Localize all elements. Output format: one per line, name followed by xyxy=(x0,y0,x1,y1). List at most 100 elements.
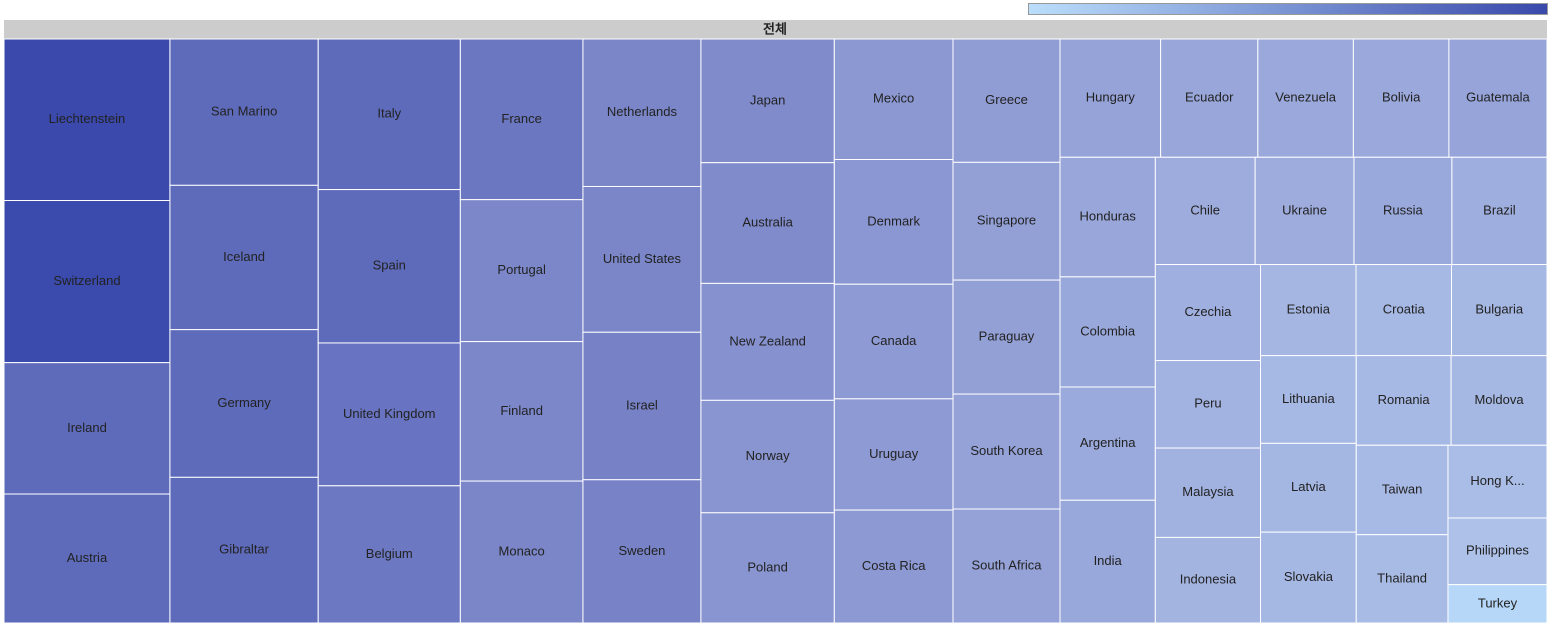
treemap-cell[interactable] xyxy=(169,476,319,624)
cell-label: India xyxy=(1094,553,1123,568)
cell-label: Singapore xyxy=(977,213,1036,228)
treemap-cell[interactable] xyxy=(1260,355,1357,444)
cell-label: Hong K... xyxy=(1470,473,1524,488)
cell-label: Slovakia xyxy=(1284,569,1334,584)
treemap-cell[interactable] xyxy=(1352,38,1450,158)
cell-label: Turkey xyxy=(1478,595,1518,610)
cell-label: Philippines xyxy=(1466,543,1529,558)
cell-label: Uruguay xyxy=(869,446,919,461)
cell-label: Portugal xyxy=(497,262,546,277)
cell-label: Gibraltar xyxy=(219,542,270,557)
cell-label: Lithuania xyxy=(1282,391,1336,406)
treemap-cell[interactable] xyxy=(1160,38,1259,158)
treemap-cell[interactable] xyxy=(952,161,1061,281)
color-scale xyxy=(1028,3,1548,15)
treemap-cell[interactable] xyxy=(3,493,171,624)
cell-label: Estonia xyxy=(1287,302,1331,317)
cell-label: Israel xyxy=(626,397,658,412)
cell-label: Malaysia xyxy=(1182,484,1234,499)
cell-label: Belgium xyxy=(366,546,413,561)
cell-label: Latvia xyxy=(1291,479,1326,494)
treemap-cell[interactable] xyxy=(1154,536,1262,624)
treemap-cell[interactable] xyxy=(833,159,954,285)
cell-label: San Marino xyxy=(211,104,277,119)
cell-label: Germany xyxy=(217,395,271,410)
treemap-cell[interactable] xyxy=(1059,38,1162,158)
treemap-cell[interactable] xyxy=(582,185,702,333)
cell-label: Indonesia xyxy=(1180,572,1237,587)
treemap-cell[interactable] xyxy=(833,509,954,624)
treemap-cell[interactable] xyxy=(317,342,461,487)
cell-label: Czechia xyxy=(1184,304,1232,319)
cell-label: Bulgaria xyxy=(1475,302,1523,317)
treemap-cell[interactable] xyxy=(169,38,319,186)
treemap-cell[interactable] xyxy=(700,38,835,164)
cell-label: Croatia xyxy=(1383,302,1426,317)
treemap-cell[interactable] xyxy=(1355,355,1452,446)
cell-label: Canada xyxy=(871,333,917,348)
treemap-cell[interactable] xyxy=(1448,38,1548,158)
cell-label: Mexico xyxy=(873,91,914,106)
treemap-cell[interactable] xyxy=(582,331,702,481)
treemap-cell[interactable] xyxy=(1260,531,1357,624)
treemap-cell[interactable] xyxy=(459,341,584,482)
cell-label: Brazil xyxy=(1483,202,1516,217)
cell-label: Venezuela xyxy=(1275,90,1336,105)
treemap-cell[interactable] xyxy=(169,184,319,331)
treemap-cell[interactable] xyxy=(1260,264,1357,357)
treemap-cell[interactable] xyxy=(317,38,461,191)
treemap-cell[interactable] xyxy=(1447,517,1548,586)
treemap-cell[interactable] xyxy=(700,399,835,514)
cell-label: Chile xyxy=(1190,202,1220,217)
cell-label: Denmark xyxy=(867,213,920,228)
treemap-cell[interactable] xyxy=(700,162,835,284)
cell-label: Costa Rica xyxy=(862,558,926,573)
treemap-cell[interactable] xyxy=(952,279,1061,395)
treemap-cell[interactable] xyxy=(1059,499,1156,624)
treemap-cell[interactable] xyxy=(952,38,1061,163)
treemap-cell[interactable] xyxy=(1154,360,1262,449)
treemap-cell[interactable] xyxy=(1355,534,1449,624)
cell-label: Finland xyxy=(500,403,543,418)
cell-label: South Korea xyxy=(970,443,1043,458)
header-bar[interactable] xyxy=(4,20,1547,39)
treemap-cell[interactable] xyxy=(317,485,461,624)
treemap-cell[interactable] xyxy=(833,283,954,400)
cell-label: Taiwan xyxy=(1382,481,1422,496)
cell-label: Thailand xyxy=(1377,570,1427,585)
treemap-cell[interactable] xyxy=(1447,584,1548,624)
cell-label: Peru xyxy=(1194,396,1221,411)
treemap-cell[interactable] xyxy=(459,199,584,343)
treemap-cell[interactable] xyxy=(1451,264,1548,357)
treemap-cell[interactable] xyxy=(1451,156,1548,266)
treemap-cell[interactable] xyxy=(459,38,584,201)
treemap-cell[interactable] xyxy=(833,398,954,511)
treemap-cell[interactable] xyxy=(1254,156,1355,266)
cell-label: Poland xyxy=(747,559,787,574)
cell-label: Liechtenstein xyxy=(49,111,126,126)
treemap-cell[interactable] xyxy=(1059,156,1156,278)
treemap-cell[interactable] xyxy=(1059,386,1156,501)
treemap-cell[interactable] xyxy=(1059,276,1156,388)
treemap-cell[interactable] xyxy=(1447,444,1548,519)
treemap-cell[interactable] xyxy=(1355,444,1449,536)
cell-label: Ireland xyxy=(67,420,107,435)
cell-label: Guatemala xyxy=(1466,90,1530,105)
cell-label: Iceland xyxy=(223,249,265,264)
treemap-cell[interactable] xyxy=(952,393,1061,510)
treemap-cell[interactable] xyxy=(1355,264,1453,357)
treemap-cell[interactable] xyxy=(1257,38,1354,158)
cell-label: Ecuador xyxy=(1185,90,1234,105)
cell-label: Norway xyxy=(746,448,791,463)
treemap-cell[interactable] xyxy=(1450,355,1548,446)
treemap-cell[interactable] xyxy=(169,329,319,478)
treemap-cell[interactable] xyxy=(833,38,954,161)
cell-label: Russia xyxy=(1383,202,1424,217)
treemap-cell[interactable] xyxy=(1154,447,1262,538)
treemap-cell[interactable] xyxy=(952,508,1061,624)
root-label: 전체 xyxy=(763,21,787,36)
cell-label: Monaco xyxy=(499,543,545,558)
cell-label: Sweden xyxy=(618,543,665,558)
cell-label: Spain xyxy=(373,258,406,273)
treemap-cell[interactable] xyxy=(700,512,835,624)
